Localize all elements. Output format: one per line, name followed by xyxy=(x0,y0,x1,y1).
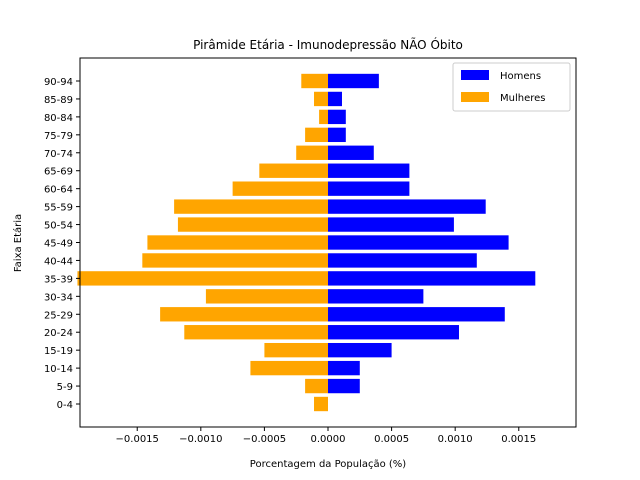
y-tick-label: 15-19 xyxy=(44,346,73,357)
bar-mulheres-70-74 xyxy=(296,145,328,160)
bar-homens-35-39 xyxy=(328,271,536,286)
bar-mulheres-40-44 xyxy=(142,253,328,268)
x-tick-label: −0.0005 xyxy=(243,434,286,445)
bar-mulheres-25-29 xyxy=(160,307,328,322)
x-tick-label: 0.0005 xyxy=(374,434,409,445)
bars-group xyxy=(77,73,536,412)
bar-homens-30-34 xyxy=(328,289,424,304)
y-tick-label: 35-39 xyxy=(44,274,73,285)
legend-label-mulheres: Mulheres xyxy=(500,93,546,104)
bar-homens-90-94 xyxy=(328,73,379,89)
y-axis-ticks: 0-4 5-9 10-14 15-19 20-24 25-29 30-34 35-39 40-4… xyxy=(44,77,80,411)
bar-mulheres-20-24 xyxy=(184,325,328,340)
y-tick-label: 80-84 xyxy=(44,113,73,124)
bar-mulheres-10-14 xyxy=(250,360,328,376)
bar-homens-70-74 xyxy=(328,145,374,160)
bar-mulheres-30-34 xyxy=(205,289,328,304)
y-tick-label: 75-79 xyxy=(44,131,73,142)
legend-swatch-mulheres xyxy=(461,92,489,102)
y-tick-label: 10-14 xyxy=(44,364,73,375)
y-tick-label: 50-54 xyxy=(44,221,73,232)
y-axis-label: Faixa Etária xyxy=(12,214,24,272)
bar-mulheres-75-79 xyxy=(305,127,328,143)
legend-label-homens: Homens xyxy=(500,71,541,82)
plot-frame xyxy=(79,57,577,428)
bar-homens-85-89 xyxy=(328,91,342,107)
bar-homens-15-19 xyxy=(328,342,392,358)
bar-homens-75-79 xyxy=(328,127,346,143)
bar-homens-80-84 xyxy=(328,109,346,125)
bar-homens-5-9 xyxy=(328,378,360,394)
x-tick-label: 0.0015 xyxy=(501,434,536,445)
bar-homens-65-69 xyxy=(328,163,410,178)
y-tick-label: 40-44 xyxy=(44,256,73,267)
y-tick-label: 25-29 xyxy=(44,310,73,321)
bar-mulheres-15-19 xyxy=(264,342,328,358)
y-tick-label: 30-34 xyxy=(44,292,73,303)
x-axis-label: Porcentagem da População (%) xyxy=(250,459,407,470)
bar-homens-20-24 xyxy=(328,325,459,340)
bar-mulheres-90-94 xyxy=(301,73,328,89)
bar-mulheres-0-4 xyxy=(314,396,328,412)
bar-mulheres-60-64 xyxy=(232,181,328,196)
bar-mulheres-35-39 xyxy=(77,271,329,286)
y-tick-label: 70-74 xyxy=(44,149,73,160)
y-tick-label: 20-24 xyxy=(44,328,73,339)
bar-mulheres-5-9 xyxy=(305,378,328,394)
y-tick-label: 60-64 xyxy=(44,185,73,196)
bar-mulheres-85-89 xyxy=(314,91,328,107)
bar-homens-40-44 xyxy=(328,253,477,268)
bar-homens-45-49 xyxy=(328,235,509,250)
legend: Homens Mulheres xyxy=(452,62,571,112)
x-tick-label: −0.0010 xyxy=(179,434,222,445)
x-tick-label: −0.0015 xyxy=(116,434,159,445)
x-axis-ticks: −0.0015 −0.0010 −0.0005 0.0000 0.0005 0.0010 0… xyxy=(116,427,536,445)
bar-homens-60-64 xyxy=(328,181,410,196)
bar-mulheres-65-69 xyxy=(259,163,328,178)
y-tick-label: 85-89 xyxy=(44,95,73,106)
y-tick-label: 90-94 xyxy=(44,77,73,88)
y-tick-label: 65-69 xyxy=(44,167,73,178)
bar-mulheres-55-59 xyxy=(174,199,328,214)
bar-homens-50-54 xyxy=(328,217,454,232)
bar-mulheres-50-54 xyxy=(177,217,328,232)
x-tick-label: 0.0010 xyxy=(438,434,473,445)
legend-swatch-homens xyxy=(461,70,489,80)
bar-homens-55-59 xyxy=(328,199,486,214)
bar-homens-25-29 xyxy=(328,307,505,322)
bar-mulheres-80-84 xyxy=(319,109,328,125)
bar-mulheres-45-49 xyxy=(147,235,328,250)
y-tick-label: 55-59 xyxy=(44,203,73,214)
y-tick-label: 5-9 xyxy=(57,382,73,393)
y-tick-label: 45-49 xyxy=(44,239,73,250)
chart-title: Pirâmide Etária - Imunodepressão NÃO Óbi… xyxy=(193,37,463,52)
bar-homens-10-14 xyxy=(328,360,360,376)
x-tick-label: 0.0000 xyxy=(311,434,346,445)
y-tick-label: 0-4 xyxy=(57,400,73,411)
